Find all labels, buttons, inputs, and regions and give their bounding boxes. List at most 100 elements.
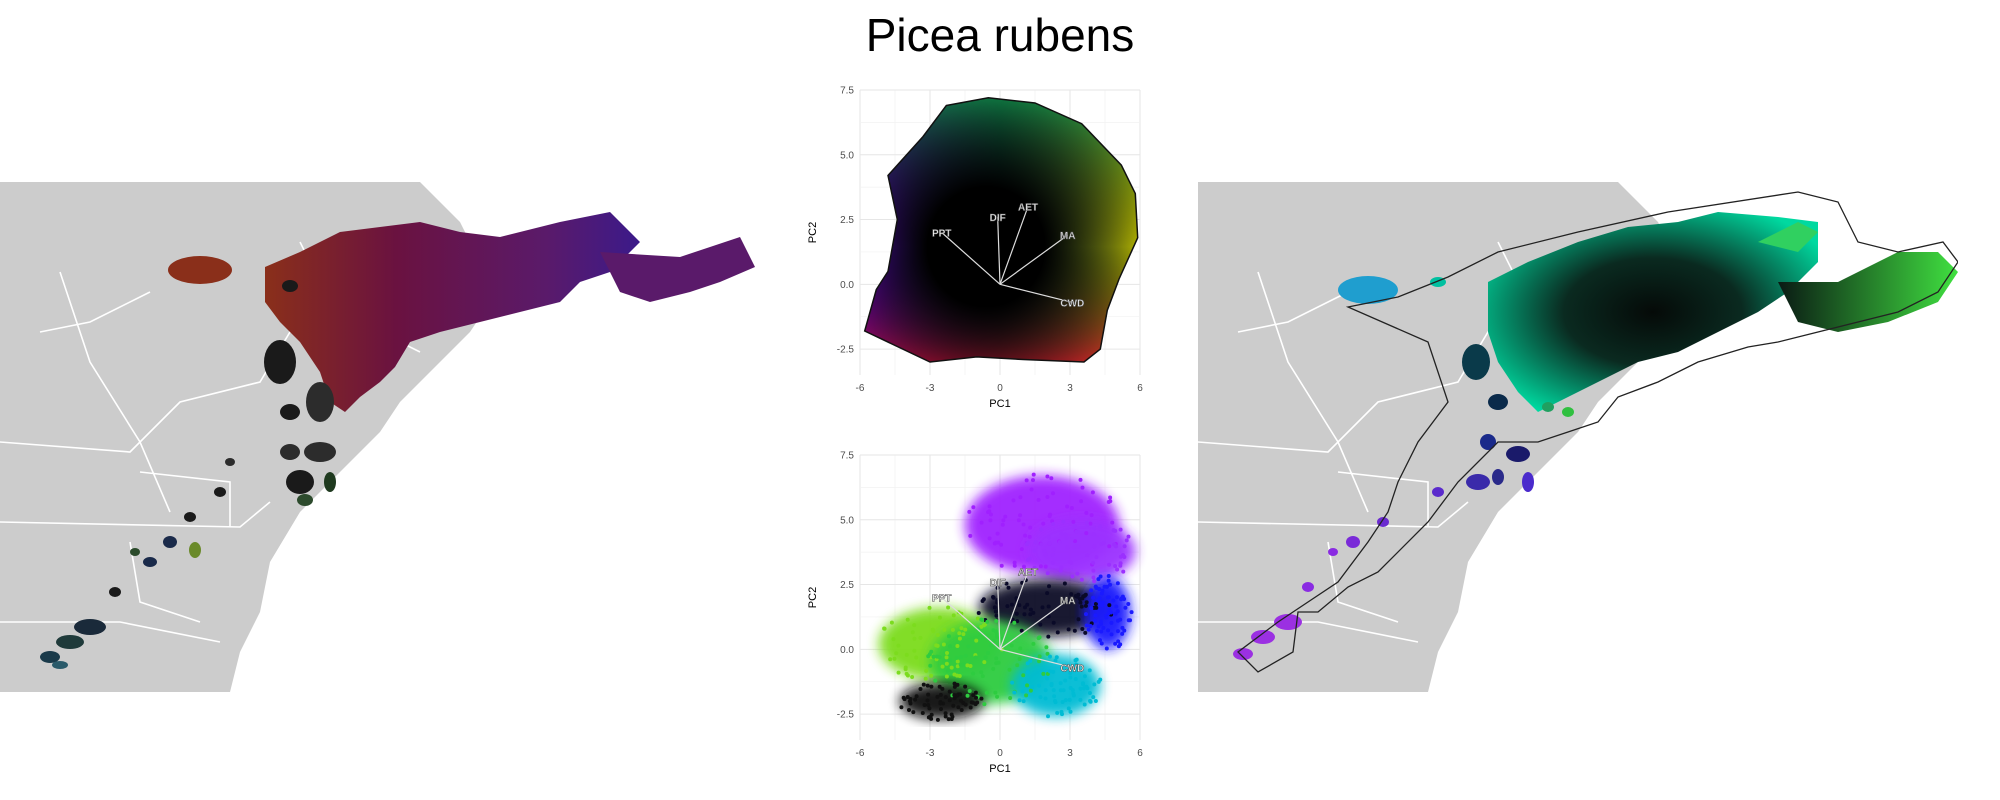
x-axis-label: PC1 [989,763,1010,775]
data-point [1029,487,1034,492]
figure-title: Picea rubens [865,9,1135,61]
data-point [1045,591,1050,596]
data-point [1069,592,1074,597]
x-tick-label: 3 [1067,383,1073,394]
data-point [950,627,955,632]
data-point [1044,645,1049,650]
data-point [1016,518,1021,523]
data-point [956,705,961,710]
loading-vector-cwd [999,283,1073,304]
data-point [945,668,950,673]
data-point [1092,682,1097,687]
data-point [1120,625,1125,630]
data-point [1014,611,1019,616]
data-point [1076,617,1081,622]
data-point [940,664,945,669]
data-point [1039,527,1044,532]
data-point [1115,629,1120,634]
data-point [1008,696,1013,701]
data-point [1092,605,1097,610]
data-point [1107,603,1112,608]
data-point [1082,593,1087,598]
data-point [1071,693,1076,698]
data-point [967,688,972,693]
data-point [1043,696,1048,701]
data-point [1050,552,1055,557]
loading-vector-dif [997,581,1001,650]
data-point [1046,634,1051,639]
data-point [1005,604,1010,609]
data-point [979,670,984,675]
data-point [966,644,971,649]
data-point [1061,688,1066,693]
data-point [1038,622,1043,627]
data-point [1113,611,1118,616]
ocean [230,182,760,692]
data-point [910,630,915,635]
data-point [1000,522,1005,527]
data-point [1101,541,1106,546]
data-point [1024,693,1029,698]
data-point [933,678,938,683]
data-point [931,654,936,659]
data-point [1089,588,1094,593]
data-point [959,708,964,713]
species-range [1233,212,1958,660]
data-point [937,684,942,689]
data-point [1121,569,1126,574]
data-point [1107,562,1112,567]
data-point [1097,587,1102,592]
data-point [987,504,992,509]
data-point [1078,686,1083,691]
axes: -6 -3 0 3 6 -2.5 0.0 2.5 5.0 7.5 PC1 PC2 [807,451,1143,776]
x-tick-label: -6 [856,748,865,759]
pca-plot-bottom: PPT DIF AET MA CWD -6 -3 0 3 6 -2.5 0.0 2.5 5.0 7.5 PC… [807,451,1143,776]
data-point [943,711,948,716]
data-point [1047,584,1052,589]
data-point [894,651,899,656]
data-point [1099,621,1104,626]
data-point [984,690,989,695]
data-point [1099,641,1104,646]
data-point [963,627,968,632]
data-point [1046,604,1051,609]
data-point [1068,686,1073,691]
data-point [991,638,996,643]
data-point [1053,658,1058,663]
data-point [1078,600,1083,605]
data-point [1106,611,1111,616]
data-point [1091,595,1096,600]
loading-vectors: PPT DIF AET MA CWD [932,567,1085,674]
point-clusters [878,472,1136,722]
data-point [947,698,952,703]
data-point [1107,544,1112,549]
data-point [983,655,988,660]
data-point [952,684,957,689]
data-point [1018,513,1023,518]
x-tick-label: 0 [997,748,1003,759]
data-point [944,655,949,660]
data-point [1094,555,1099,560]
data-point [1055,710,1060,715]
data-point [982,702,987,707]
data-point [1111,598,1116,603]
data-point [963,653,968,658]
data-point [1045,651,1050,656]
data-point [1052,694,1057,699]
data-point [914,655,919,660]
data-point [1122,544,1127,549]
data-point [1068,600,1073,605]
data-point [1096,577,1101,582]
data-point [1058,688,1063,693]
data-point [1051,547,1056,552]
data-point [1084,510,1089,515]
data-point [1092,526,1097,531]
data-point [1091,575,1096,580]
data-point [902,697,907,702]
data-point [918,687,923,692]
data-point [975,700,980,705]
data-point [968,533,973,538]
data-point [882,626,887,631]
data-point [957,631,962,636]
data-point [1118,554,1123,559]
